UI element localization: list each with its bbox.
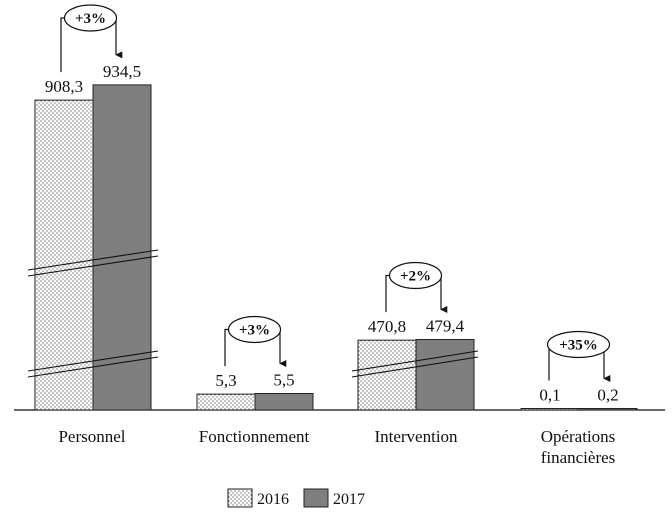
legend-label-2017: 2017 [333,491,365,508]
value-label-2017-2: 479,4 [426,317,465,336]
legend-swatch-2016 [227,488,253,508]
bar-2016-1 [196,393,256,411]
legend: 2016 2017 [227,488,365,508]
category-label-3-line-0: Opérations [541,427,616,446]
change-oval-3 [546,330,611,359]
value-label-2017-3: 0,2 [597,386,618,405]
change-label-0: +3% [75,11,106,27]
bar-2016-3 [520,408,580,411]
axis-break-personnel-upper-a [27,249,159,271]
bar-2017-0 [92,84,152,411]
bar-2017-1 [254,393,314,411]
value-label-2016-2: 470,8 [368,317,406,336]
value-label-2017-0: 934,5 [103,62,141,81]
category-label-0: Personnel [58,427,125,446]
change-label-1: +3% [239,323,270,339]
value-label-2016-1: 5,3 [215,371,236,390]
axis-break-intervention-a [351,350,479,372]
legend-label-2016: 2016 [257,491,289,508]
change-oval-0 [63,4,118,32]
bar-2017-2 [415,339,475,411]
change-oval-1 [227,315,282,344]
category-label-2: Intervention [374,427,458,446]
axis-break-intervention-b [351,356,479,378]
bar-2017-3 [578,408,638,411]
chart-marks: 908,3 934,5 +3% Personnel 5,3 5,5 +3% Fonctionn… [14,4,665,467]
axis-break-personnel-lower-a [27,350,159,372]
value-label-2017-1: 5,5 [273,371,294,390]
legend-swatch-2017 [303,488,329,508]
bar-2016-0 [34,99,94,411]
value-label-2016-0: 908,3 [45,77,83,96]
change-label-2: +2% [400,269,431,285]
category-label-3-line-1: financières [541,448,616,467]
value-label-2016-3: 0,1 [539,386,560,405]
axis-break-personnel-lower-b [27,356,159,378]
change-oval-2 [388,261,443,290]
change-label-3: +35% [559,338,598,354]
category-label-1: Fonctionnement [199,427,310,446]
axis-break-personnel-upper-b [27,255,159,277]
